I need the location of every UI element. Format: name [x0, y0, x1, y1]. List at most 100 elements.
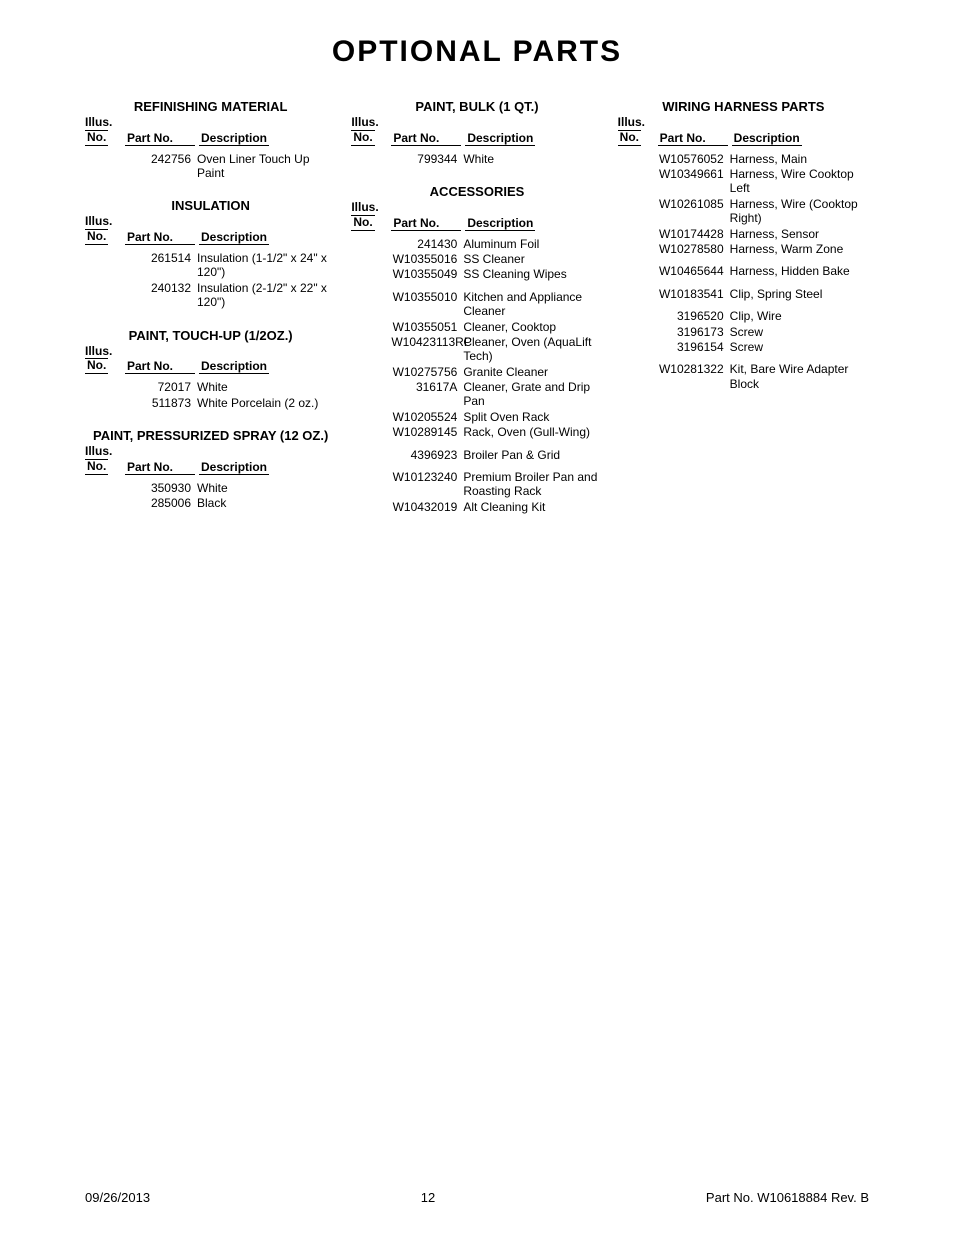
cell-part-no: W10465644: [658, 264, 728, 278]
table-row: 261514Insulation (1-1/2" x 24" x 120"): [85, 251, 336, 280]
cell-part-no: 261514: [125, 251, 195, 280]
table-row: W10123240Premium Broiler Pan and Roastin…: [351, 470, 602, 499]
table-rows: 241430Aluminum FoilW10355016SS CleanerW1…: [351, 237, 602, 515]
table-header: Illus.No.Part No.Description: [351, 201, 602, 231]
cell-description: Harness, Main: [728, 152, 869, 166]
header-illus-no: Illus.No.: [85, 116, 125, 146]
cell-description: Insulation (2-1/2" x 22" x 120"): [195, 281, 336, 310]
cell-description: Alt Cleaning Kit: [461, 500, 602, 514]
cell-illus-no: [85, 481, 125, 495]
section-title: WIRING HARNESS PARTS: [618, 99, 869, 114]
cell-description: Cleaner, Oven (AquaLift Tech): [461, 335, 602, 364]
cell-part-no: 241430: [391, 237, 461, 251]
cell-description: Rack, Oven (Gull-Wing): [461, 425, 602, 439]
cell-description: Oven Liner Touch Up Paint: [195, 152, 336, 181]
header-part-no: Part No.: [125, 131, 195, 146]
cell-part-no: W10355016: [391, 252, 461, 266]
table-row: W10355010Kitchen and Appliance Cleaner: [351, 290, 602, 319]
table-row: 799344White: [351, 152, 602, 166]
parts-section: PAINT, PRESSURIZED SPRAY (12 OZ.)Illus.N…: [85, 428, 336, 510]
cell-description: Clip, Spring Steel: [728, 287, 869, 301]
section-title: ACCESSORIES: [351, 184, 602, 199]
table-row: 3196520Clip, Wire: [618, 309, 869, 323]
section-title: INSULATION: [85, 198, 336, 213]
table-row: 4396923Broiler Pan & Grid: [351, 448, 602, 462]
table-row: W10355016SS Cleaner: [351, 252, 602, 266]
cell-part-no: W10275756: [391, 365, 461, 379]
parts-section: INSULATION Illus.No.Part No.Description 26…: [85, 198, 336, 309]
header-description: Description: [199, 131, 269, 146]
table-row: 3196154Screw: [618, 340, 869, 354]
cell-part-no: W10123240: [391, 470, 461, 499]
cell-part-no: W10205524: [391, 410, 461, 424]
cell-part-no: W10432019: [391, 500, 461, 514]
cell-description: Harness, Warm Zone: [728, 242, 869, 256]
page-title: OPTIONAL PARTS: [85, 35, 869, 69]
table-row: 350930White: [85, 481, 336, 495]
table-row: W10281322Kit, Bare Wire Adapter Block: [618, 362, 869, 391]
section-title: PAINT, TOUCH-UP (1/2OZ.): [85, 328, 336, 343]
column: PAINT, BULK (1 QT.)Illus.No.Part No.Desc…: [351, 99, 602, 532]
table-header: Illus.No.Part No.Description: [618, 116, 869, 146]
header-description: Description: [199, 460, 269, 475]
table-row: W10576052Harness, Main: [618, 152, 869, 166]
cell-illus-no: [351, 365, 391, 379]
cell-description: Granite Cleaner: [461, 365, 602, 379]
cell-part-no: W10355010: [391, 290, 461, 319]
cell-part-no: W10261085: [658, 197, 728, 226]
parts-section: PAINT, BULK (1 QT.)Illus.No.Part No.Desc…: [351, 99, 602, 166]
table-row: 31617ACleaner, Grate and Drip Pan: [351, 380, 602, 409]
table-header: Illus.No.Part No.Description: [85, 215, 336, 245]
cell-illus-no: [351, 425, 391, 439]
parts-section: REFINISHING MATERIAL Illus.No.Part No. Des…: [85, 99, 336, 180]
table-row: W10205524Split Oven Rack: [351, 410, 602, 424]
header-part-no: Part No.: [391, 216, 461, 231]
header-illus-no: Illus.No.: [351, 116, 391, 146]
cell-description: Harness, Wire Cooktop Left: [728, 167, 869, 196]
footer-date: 09/26/2013: [85, 1190, 150, 1205]
cell-description: SS Cleaner: [461, 252, 602, 266]
cell-illus-no: [351, 320, 391, 334]
cell-part-no: 350930: [125, 481, 195, 495]
column: WIRING HARNESS PARTS Illus.No.Part No.Des…: [618, 99, 869, 532]
table-row: W10355051Cleaner, Cooktop: [351, 320, 602, 334]
cell-part-no: W10289145: [391, 425, 461, 439]
page-footer: 09/26/2013 12 Part No. W10618884 Rev. B: [85, 1190, 869, 1205]
cell-illus-no: [618, 152, 658, 166]
cell-part-no: 242756: [125, 152, 195, 181]
table-rows: W10576052Harness, MainW10349661Harness, …: [618, 152, 869, 391]
header-illus-no: Illus.No.: [618, 116, 658, 146]
cell-illus-no: [351, 500, 391, 514]
table-row: W10355049SS Cleaning Wipes: [351, 267, 602, 281]
cell-illus-no: [618, 264, 658, 278]
parts-section: ACCESSORIESIllus.No.Part No.Description2…: [351, 184, 602, 514]
table-row: W10261085Harness, Wire (Cooktop Right): [618, 197, 869, 226]
cell-illus-no: [618, 362, 658, 391]
cell-illus-no: [618, 309, 658, 323]
table-row: W10432019Alt Cleaning Kit: [351, 500, 602, 514]
cell-description: White: [195, 481, 336, 495]
cell-illus-no: [85, 152, 125, 181]
parts-section: PAINT, TOUCH-UP (1/2OZ.)Illus.No.Part No…: [85, 328, 336, 410]
table-row: 3196173Screw: [618, 325, 869, 339]
header-description: Description: [465, 216, 535, 231]
table-row: W10174428Harness, Sensor: [618, 227, 869, 241]
table-row: W10423113RPCleaner, Oven (AquaLift Tech): [351, 335, 602, 364]
cell-illus-no: [618, 167, 658, 196]
cell-part-no: 3196173: [658, 325, 728, 339]
cell-illus-no: [351, 448, 391, 462]
cell-illus-no: [85, 496, 125, 510]
header-illus-no: Illus.No.: [85, 445, 125, 475]
cell-illus-no: [351, 237, 391, 251]
table-row: 285006Black: [85, 496, 336, 510]
header-illus-no: Illus.No.: [85, 345, 125, 375]
table-header: Illus.No.Part No.Description: [351, 116, 602, 146]
cell-illus-no: [85, 281, 125, 310]
table-rows: 242756Oven Liner Touch Up Paint: [85, 152, 336, 181]
content-columns: REFINISHING MATERIALIllus.No.Part No.Des…: [85, 99, 869, 532]
column: REFINISHING MATERIALIllus.No.Part No.Des…: [85, 99, 336, 532]
footer-page-number: 12: [421, 1190, 435, 1205]
section-title: REFINISHING MATERIAL: [85, 99, 336, 114]
cell-part-no: W10349661: [658, 167, 728, 196]
cell-illus-no: [351, 267, 391, 281]
